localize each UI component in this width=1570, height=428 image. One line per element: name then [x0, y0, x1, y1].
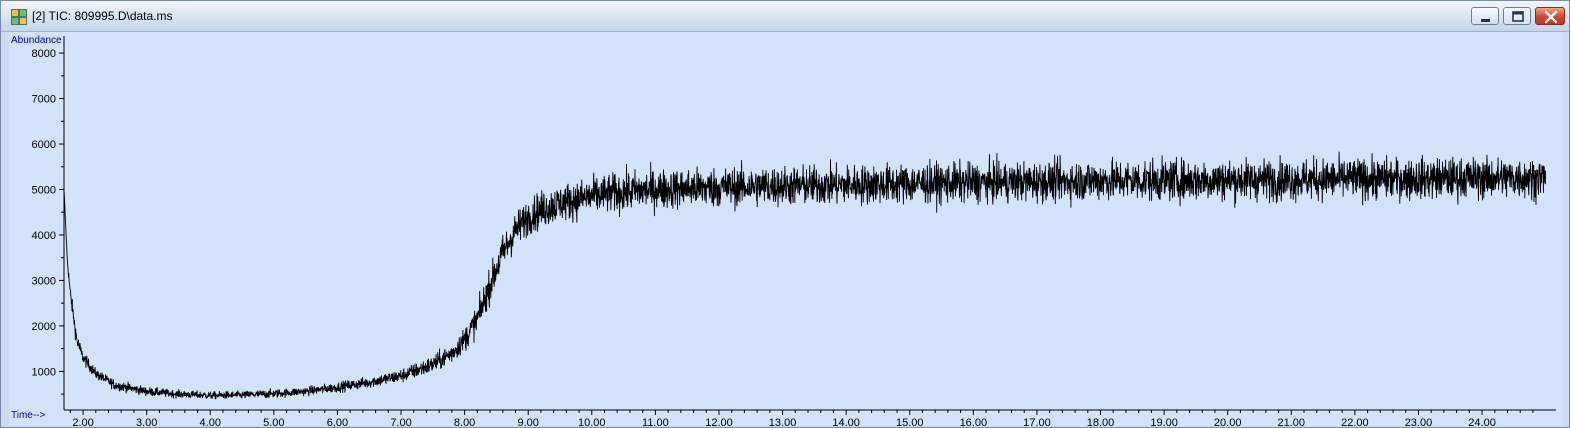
close-icon	[1544, 10, 1558, 24]
y-tick-label: 2000	[32, 321, 56, 333]
maximize-button[interactable]	[1503, 7, 1531, 25]
x-tick-label: 24.00	[1468, 417, 1496, 426]
x-axis-label: Time-->	[11, 410, 46, 421]
x-tick-label: 22.00	[1341, 417, 1369, 426]
x-tick-label: 4.00	[200, 417, 221, 426]
chromatogram-plot-area[interactable]: 1000 2000 3000 4000 5000 6000 7000 8000 2.00 3.0…	[9, 32, 1563, 426]
title-bar[interactable]: [2] TIC: 809995.D\data.ms	[1, 1, 1569, 32]
y-tick-label: 6000	[32, 139, 56, 151]
x-tick-label: 6.00	[327, 417, 348, 426]
y-axis: 1000 2000 3000 4000 5000 6000 7000 8000	[32, 36, 65, 410]
x-tick-label: 2.00	[72, 417, 93, 426]
y-tick-label: 1000	[32, 366, 56, 378]
x-tick-label: 10.00	[578, 417, 606, 426]
y-tick-label: 3000	[32, 275, 56, 287]
close-button[interactable]	[1535, 7, 1565, 25]
x-tick-label: 9.00	[517, 417, 538, 426]
y-tick-label: 7000	[32, 94, 56, 106]
x-tick-label: 8.00	[454, 417, 475, 426]
x-tick-label: 7.00	[390, 417, 411, 426]
chromatogram-app-icon	[11, 9, 27, 25]
x-tick-label: 20.00	[1214, 417, 1242, 426]
x-tick-label: 5.00	[263, 417, 284, 426]
x-tick-label: 16.00	[960, 417, 988, 426]
y-tick-label: 4000	[32, 230, 56, 242]
tic-trace	[63, 151, 1547, 400]
x-tick-label: 23.00	[1405, 417, 1433, 426]
x-tick-label: 17.00	[1023, 417, 1051, 426]
x-tick-label: 15.00	[896, 417, 924, 426]
minimize-icon	[1481, 19, 1490, 22]
minimize-button[interactable]	[1471, 7, 1499, 25]
maximize-icon	[1512, 11, 1524, 22]
x-axis: 2.00 3.00 4.00 5.00 6.00 7.00 8.00 9.00 10.00 11.…	[64, 409, 1556, 426]
x-tick-label: 19.00	[1150, 417, 1178, 426]
x-tick-label: 12.00	[705, 417, 733, 426]
x-tick-label: 3.00	[136, 417, 157, 426]
x-tick-label: 11.00	[642, 417, 669, 426]
y-tick-label: 8000	[32, 48, 56, 60]
tic-chart[interactable]: 1000 2000 3000 4000 5000 6000 7000 8000 2.00 3.0…	[9, 32, 1563, 426]
x-tick-label: 18.00	[1087, 417, 1115, 426]
y-tick-label: 5000	[32, 184, 56, 196]
y-axis-label: Abundance	[11, 35, 62, 46]
x-tick-label: 13.00	[769, 417, 797, 426]
x-tick-label: 14.00	[832, 417, 860, 426]
x-tick-label: 21.00	[1278, 417, 1306, 426]
window-title: [2] TIC: 809995.D\data.ms	[32, 9, 173, 23]
